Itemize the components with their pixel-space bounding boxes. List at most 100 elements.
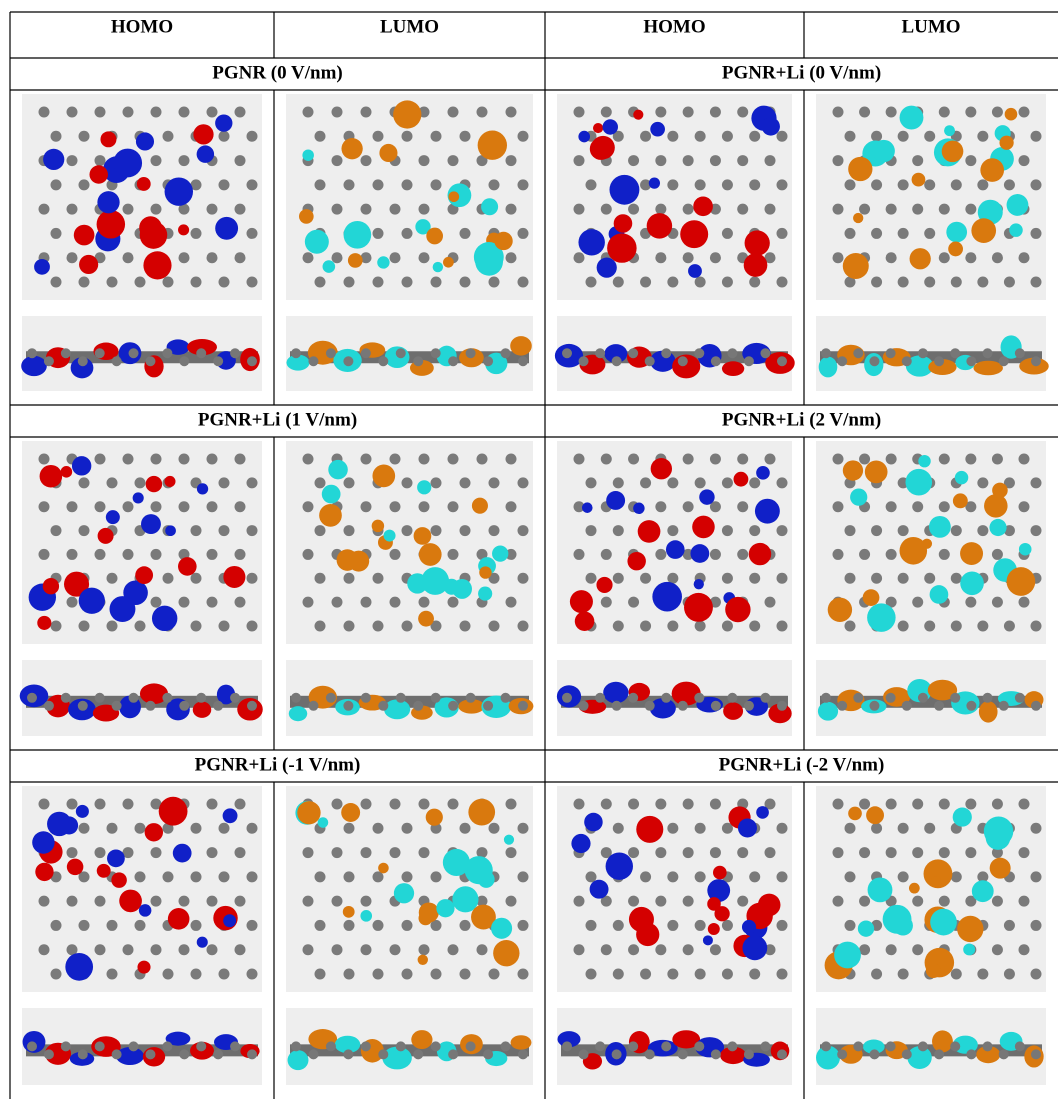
orbital-image (816, 786, 1046, 992)
atom (219, 823, 230, 834)
lobe (113, 149, 142, 178)
lobe (32, 831, 54, 853)
atom (595, 693, 605, 703)
atom (483, 701, 493, 711)
atom (859, 847, 870, 858)
atom (1019, 799, 1030, 810)
atom (27, 693, 37, 703)
orbital-image (816, 94, 1046, 300)
lobe (493, 940, 519, 966)
atom (247, 701, 257, 711)
atom (574, 896, 585, 907)
lobe (223, 808, 238, 823)
atom (640, 969, 651, 980)
atom (586, 969, 597, 980)
atom (235, 252, 246, 263)
atom (39, 799, 50, 810)
lobe (725, 597, 750, 622)
atom (163, 277, 174, 288)
atom (332, 204, 343, 215)
lobe (318, 817, 329, 828)
lobe (582, 502, 593, 513)
atom (821, 348, 831, 358)
atom (419, 155, 430, 166)
atom (601, 799, 612, 810)
atom (737, 107, 748, 118)
atom (683, 501, 694, 512)
atom (179, 454, 190, 465)
lobe (322, 485, 341, 504)
atom (78, 356, 88, 366)
atom (343, 356, 353, 366)
orbital-image (286, 660, 533, 736)
lobe (197, 483, 208, 494)
lobe (384, 530, 396, 542)
atom (95, 1041, 105, 1051)
atom (219, 621, 230, 632)
lobe (723, 702, 743, 719)
atom (151, 944, 162, 955)
atom (431, 179, 442, 190)
atom (303, 454, 314, 465)
atom (837, 356, 847, 366)
atom (112, 356, 122, 366)
lobe (762, 117, 780, 135)
lobe (135, 566, 153, 584)
atom (965, 107, 976, 118)
atom (655, 799, 666, 810)
atom (419, 597, 430, 608)
lobe (1005, 108, 1018, 121)
atom (207, 107, 218, 118)
atom (777, 1049, 787, 1059)
atom (667, 477, 678, 488)
atom (939, 252, 950, 263)
atom (123, 252, 134, 263)
lobe (651, 458, 672, 479)
atom (898, 573, 909, 584)
image-background (286, 441, 533, 644)
atom (601, 597, 612, 608)
atom (992, 252, 1003, 263)
atom (821, 1041, 831, 1051)
atom (1031, 228, 1042, 239)
atom (191, 621, 202, 632)
lobe (426, 228, 443, 245)
lobe (305, 230, 329, 254)
atom (518, 823, 529, 834)
atom (912, 944, 923, 955)
atom (191, 871, 202, 882)
atom (595, 1041, 605, 1051)
atom (315, 179, 326, 190)
atom (966, 356, 976, 366)
atom (640, 277, 651, 288)
atom (992, 944, 1003, 955)
atom (886, 799, 897, 810)
lobe (478, 871, 495, 888)
atom (235, 896, 246, 907)
atom (79, 477, 90, 488)
atom (924, 179, 935, 190)
atom (95, 693, 105, 703)
atom (308, 356, 318, 366)
atom (303, 597, 314, 608)
lobe (414, 527, 432, 545)
atom (727, 1041, 737, 1051)
atom (833, 549, 844, 560)
atom (1019, 155, 1030, 166)
lobe (35, 863, 53, 881)
atom (613, 823, 624, 834)
atom (460, 277, 471, 288)
orbital-image (557, 441, 792, 644)
atom (1004, 969, 1015, 980)
atom (419, 847, 430, 858)
atom (965, 454, 976, 465)
atom (574, 155, 585, 166)
atom (67, 597, 78, 608)
lobe (647, 213, 672, 238)
atom (179, 1049, 189, 1059)
lobe (393, 100, 421, 128)
atom (326, 348, 336, 358)
atom (448, 1049, 458, 1059)
atom (402, 228, 413, 239)
lobe (703, 935, 713, 945)
